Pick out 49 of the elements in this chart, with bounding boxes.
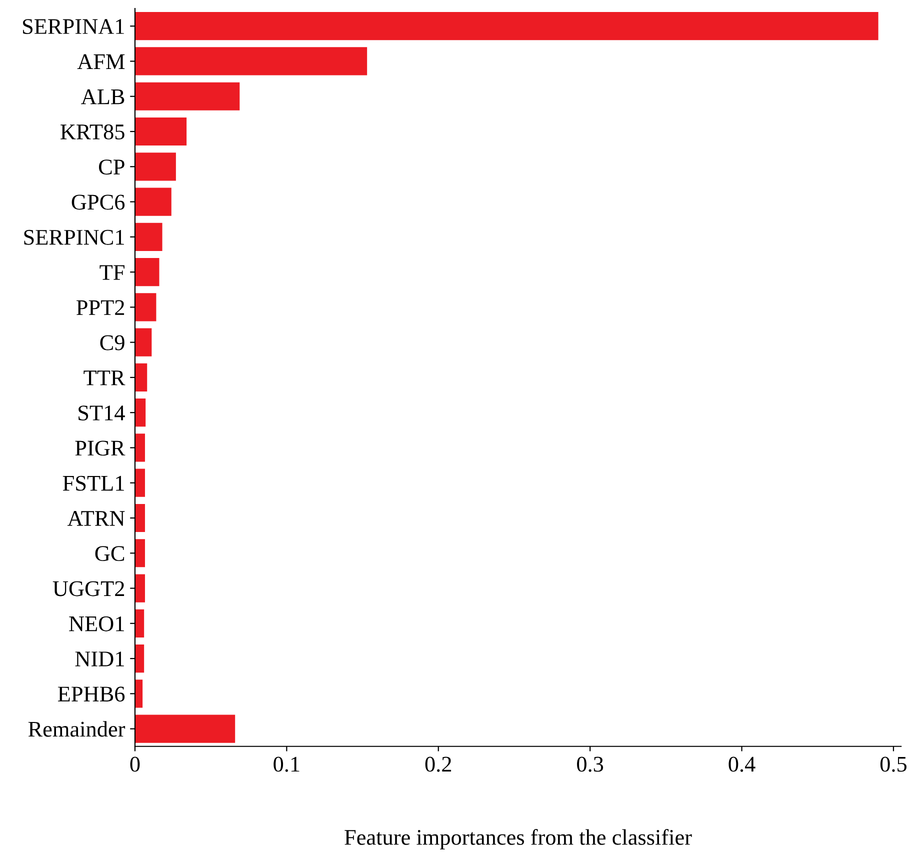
bar: [134, 188, 172, 216]
y-tick-label: GC: [95, 546, 124, 562]
y-tick-label: PPT2: [76, 300, 124, 315]
x-tick-label: 0: [130, 756, 140, 772]
y-tick-label: EPHB6: [58, 686, 125, 702]
bar: [134, 714, 236, 743]
bar: [134, 644, 144, 673]
bar: [134, 434, 145, 462]
y-tick-label: PIGR: [75, 440, 126, 456]
bar: [134, 680, 143, 708]
x-tick-label: 0.3: [577, 756, 604, 772]
bar: [134, 328, 152, 356]
y-tick-label: TF: [100, 265, 124, 280]
y-tick-label: FSTL1: [62, 476, 124, 491]
x-axis-title: Feature importances from the classifier: [344, 829, 692, 850]
bar: [134, 258, 160, 286]
x-tick-label: 0.4: [728, 756, 756, 772]
y-tick-label: UGGT2: [52, 581, 124, 596]
y-tick-label: NID1: [75, 652, 124, 666]
y-tick-label: SERPINC1: [24, 230, 124, 245]
y-tick-label: NEO1: [69, 616, 124, 632]
bar: [134, 363, 148, 392]
y-tick-label: KRT85: [60, 124, 124, 140]
y-tick-label: ALB: [81, 89, 124, 104]
bar: [134, 222, 162, 251]
y-tick-label: GPC6: [72, 194, 125, 210]
bar: [134, 12, 878, 40]
bar: [134, 504, 145, 532]
x-tick-label: 0.2: [425, 756, 452, 772]
bar: [134, 468, 145, 497]
x-tick-label: 0.1: [274, 756, 300, 772]
bar: [134, 293, 156, 322]
bar: [134, 117, 187, 146]
y-tick-label: AFM: [77, 54, 125, 69]
bar: [134, 574, 145, 602]
bar: [134, 539, 145, 568]
y-tick-label: TTR: [84, 370, 126, 386]
y-tick-label: Remainder: [28, 721, 126, 737]
y-tick-label: CP: [98, 160, 124, 175]
y-tick-label: ST14: [78, 406, 125, 421]
bar: [134, 152, 176, 181]
bar: [134, 82, 240, 110]
y-tick-label: C9: [100, 335, 124, 350]
x-tick-label: 0.5: [880, 756, 906, 772]
y-tick-label: ATRN: [67, 511, 125, 526]
bar: [134, 398, 146, 427]
bar: [134, 47, 368, 76]
y-tick-label: SERPINA1: [23, 19, 124, 34]
bar: [134, 609, 144, 638]
